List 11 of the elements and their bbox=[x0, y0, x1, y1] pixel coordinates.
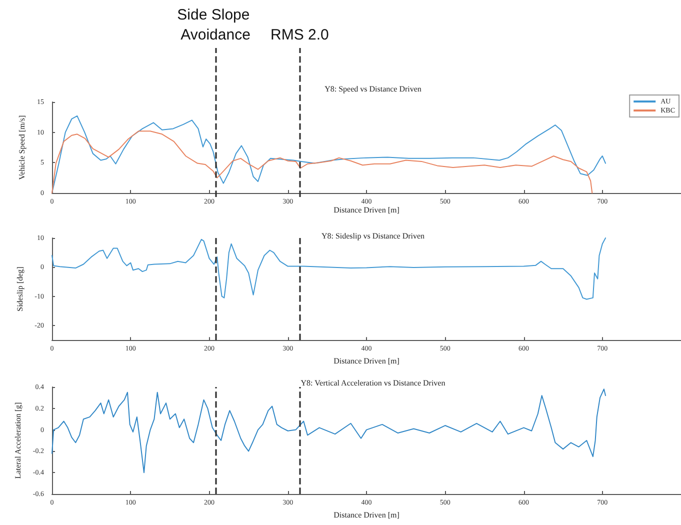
y-axis-title: Sideslip [deg] bbox=[15, 266, 24, 312]
x-axis-title: Distance Driven [m] bbox=[334, 356, 400, 366]
x-axis-title: Distance Driven [m] bbox=[334, 206, 400, 214]
ref-line-label: Side Slope Avoidance bbox=[177, 6, 254, 44]
x-axis-title: Distance Driven [m] bbox=[334, 510, 400, 520]
chart-title: Y8: Speed vs Distance Driven bbox=[324, 84, 422, 94]
chart-title: Y8: Vertical Acceleration vs Distance Driven bbox=[300, 378, 446, 388]
y-axis-title: Vehicle Speed [m/s] bbox=[18, 114, 26, 180]
chart-title: Y8: Sideslip vs Distance Driven bbox=[321, 232, 425, 240]
ref-line-label: RMS 2.0 bbox=[270, 26, 329, 44]
y-axis-title: Lateral Acceleration [g] bbox=[14, 402, 23, 479]
